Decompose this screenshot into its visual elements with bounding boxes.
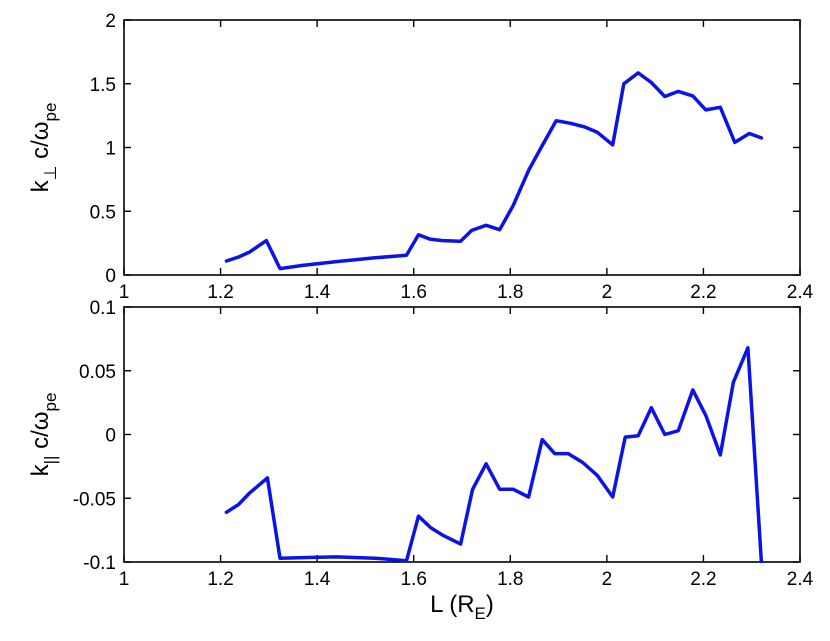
x-axis-label-main: L (R [430,591,474,618]
x-tick-label: 1.2 [207,569,233,590]
x-axis-label-end: ) [486,591,494,618]
x-axis-label-sub: E [475,604,486,623]
y-axis-label: k⊥ c/ωpe [27,103,60,193]
plot-frame [123,19,801,276]
y-axis-label-rest-sub: pe [41,393,60,412]
y-tick-label: 0.05 [79,362,116,383]
x-tick-label: 1.6 [401,282,427,303]
y-axis-label-k: k [27,463,54,476]
y-axis-label-sub: || [41,456,60,465]
y-tick-label: 1.5 [90,75,116,96]
y-axis-label-rest: c/ω [27,122,54,166]
y-tick-label: 0 [105,266,116,287]
y-tick-label: -0.05 [73,489,116,510]
y-axis-label-rest-sub: pe [41,103,60,122]
plot-frame [123,306,801,563]
series-line [224,71,764,271]
x-tick-label: 1.2 [207,282,233,303]
x-tick-label: 1.4 [304,569,331,590]
x-tick-label: 1 [119,569,130,590]
y-axis-label: k|| c/ωpe [27,393,60,477]
x-tick-label: 1.6 [401,569,427,590]
bottom-panel: 1 1.2 1.4 1.6 1.8 2 2.2 2.4 -0.1 -0.05 0 0.05 0.1 k||… [27,298,814,623]
x-tick-label: 2.4 [787,282,814,303]
x-tick-label: 2.4 [787,569,814,590]
x-tick-label: 2 [602,282,613,303]
top-panel: 1 1.2 1.4 1.6 1.8 2 2.2 2.4 0 0.5 1 1.5 2 k⊥ c/ωpe [27,11,814,303]
y-axis-label-k: k [27,179,54,192]
series-line [224,346,764,563]
x-tick-label: 2 [602,569,613,590]
y-axis-label-sub: ⊥ [41,166,60,181]
y-tick-label: 0.5 [90,202,116,223]
y-tick-label: 1 [105,139,116,160]
x-tick-label: 1.8 [497,569,523,590]
x-axis-label: L (RE) [430,591,494,623]
y-tick-label: 0 [105,426,116,447]
x-tick-label: 1.8 [497,282,523,303]
x-tick-label: 1 [119,282,130,303]
x-tick-label: 2.2 [690,282,716,303]
y-tick-label: -0.1 [83,553,116,574]
y-axis-label-rest: c/ω [27,412,54,456]
x-tick-label: 2.2 [690,569,716,590]
y-tick-label: 0.1 [90,298,116,319]
x-tick-label: 1.4 [304,282,331,303]
y-tick-label: 2 [105,11,116,32]
